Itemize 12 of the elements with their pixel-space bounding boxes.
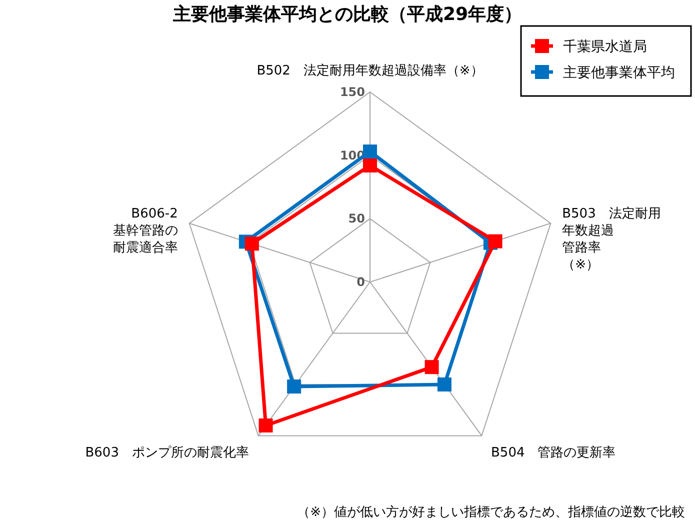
chart-title: 主要他事業体平均との比較（平成29年度）: [172, 4, 522, 25]
y-tick-label: 150: [340, 85, 365, 99]
spoke-label: B502 法定耐用年数超過設備率（※）: [256, 62, 484, 78]
y-tick-label: 50: [348, 212, 365, 226]
spoke-label: B504 管路の更新率: [491, 444, 616, 460]
legend-label: 千葉県水道局: [563, 39, 647, 55]
text: （※）値が低い方が好ましい指標であるため、指標値の逆数で比較: [297, 504, 685, 520]
y-tick-label: 0: [356, 275, 365, 289]
legend-label: 主要他事業体平均: [563, 65, 675, 81]
spoke-label: B503 法定耐用年数超過管路率（※）: [562, 206, 661, 273]
spoke-label: B606-2基幹管路の耐震適合率: [112, 206, 178, 256]
spoke-label: B603 ポンプ所の耐震化率: [85, 444, 249, 460]
